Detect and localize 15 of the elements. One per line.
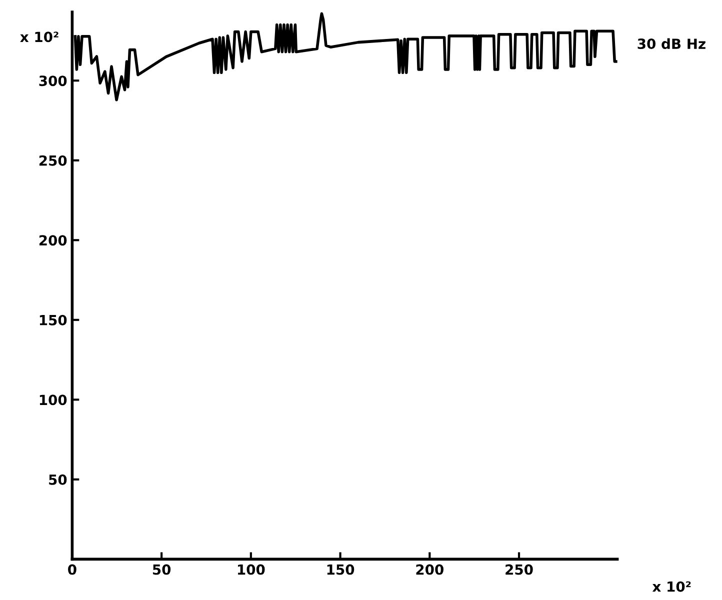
x-tick-label: 50: [152, 564, 171, 575]
x-tick-label: 250: [506, 564, 533, 575]
y-tick-label: 50: [49, 474, 67, 485]
x-axis-title: x 10²: [652, 581, 691, 592]
x-tick-label: 0: [68, 564, 76, 575]
y-tick-label: 250: [39, 155, 67, 166]
y-tick-label: 200: [39, 235, 67, 246]
y-tick-label: 100: [40, 394, 67, 406]
y-axis-title: x 10²: [20, 32, 58, 42]
x-tick-label: 200: [416, 564, 444, 575]
y-tick-label: 150: [40, 314, 67, 326]
text: 30 dB Hz: [638, 38, 706, 50]
x-tick-label: 100: [238, 564, 265, 575]
x-tick-label: 150: [327, 564, 354, 575]
y-tick-label: 300: [39, 76, 67, 86]
